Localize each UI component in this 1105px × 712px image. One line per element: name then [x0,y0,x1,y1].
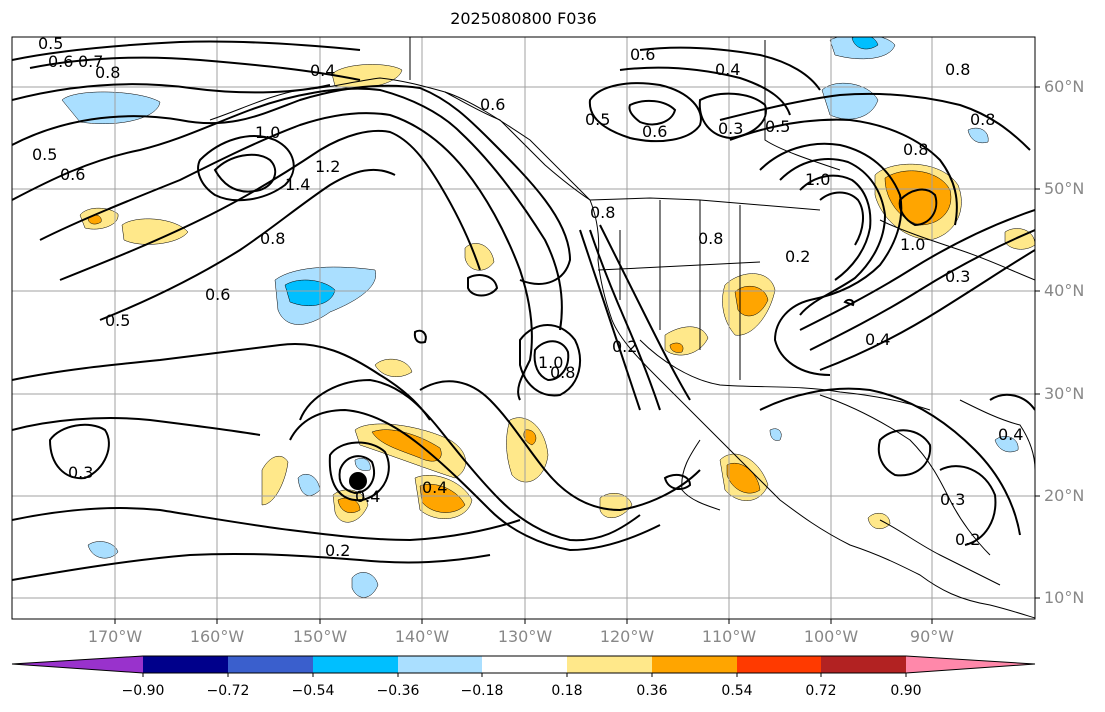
lon-label: 130°W [497,627,553,646]
colorbar-segment [821,656,906,673]
contour-label: 0.2 [785,247,810,266]
contour-label: 0.6 [205,285,230,304]
colorbar-under-arrow [12,656,143,673]
contour-label: 0.4 [422,478,447,497]
colorbar-tick-label: −0.54 [291,683,335,699]
contour-label-group: 0.5 0.6 0.7 0.8 0.4 1.0 1.2 1.4 0.8 0.6 … [32,34,1023,560]
colorbar-segment [143,656,228,673]
graticule [12,37,1035,619]
lon-ticks [114,619,933,624]
contour-label: 1.2 [315,157,340,176]
plot-background [12,37,1035,619]
lat-label: 60°N [1044,77,1085,96]
contour-label: 0.2 [612,337,637,356]
lat-label: 50°N [1044,179,1085,198]
contour-label: 0.5 [585,110,610,129]
colorbar-tick-label: −0.18 [460,683,504,699]
contour-label: 0.8 [550,363,575,382]
colorbar-tick-label: 0.36 [636,683,668,699]
lat-label: 40°N [1044,281,1085,300]
contour-label: 0.8 [970,110,995,129]
contour-label: 0.4 [355,487,380,506]
contour-label: 0.8 [590,203,615,222]
colorbar [11,655,1036,677]
contour-label: 1.0 [255,123,280,142]
contour-label: 0.8 [945,60,970,79]
contour-label: 0.3 [940,490,965,509]
contour-label: 0.8 [698,229,723,248]
contour-label: 0.6 [60,165,85,184]
contour-label: 0.6 [630,45,655,64]
colorbar-tick-label: 0.18 [551,683,583,699]
colorbar-tick-label: 0.72 [805,683,837,699]
contour-label: 0.3 [68,463,93,482]
lon-label: 170°W [87,627,143,646]
contour-label: 0.5 [38,34,63,53]
contour-label: 0.3 [945,267,970,286]
contour-label: 0.6 [642,122,667,141]
contour-label: 0.6 [480,95,505,114]
contour-label: 0.5 [765,117,790,136]
contour-label: 0.8 [903,140,928,159]
contour-label: 0.8 [260,229,285,248]
colorbar-segment [228,656,313,673]
colorbar-tick-label: 0.90 [890,683,922,699]
lat-label: 20°N [1044,486,1085,505]
colorbar-segment [398,656,482,673]
plot-frame [11,36,1036,620]
contour-label: 0.8 [95,63,120,82]
contour-label: 1.0 [805,170,830,189]
contour-label: 0.5 [32,145,57,164]
colorbar-tick-label: −0.90 [121,683,165,699]
contour-label: 0.7 [78,52,103,71]
lon-label: 120°W [599,627,655,646]
lon-label: 90°W [909,627,955,646]
contour-label: 0.2 [955,530,980,549]
lat-label: 30°N [1044,384,1085,403]
contour-label: 0.4 [998,425,1023,444]
lon-label: 110°W [701,627,757,646]
contour-label: 0.4 [310,61,335,80]
contour-label: 0.2 [325,541,350,560]
storm-center-dot [349,472,367,490]
lat-label: 10°N [1044,588,1085,607]
map-title: 2025080800 F036 [450,9,597,28]
lon-label: 150°W [292,627,348,646]
colorbar-tick-label: −0.36 [376,683,420,699]
lon-label: 140°W [394,627,450,646]
colorbar-segment [482,656,567,673]
lon-label: 160°W [189,627,245,646]
colorbar-segment [313,656,398,673]
contour-label: 0.3 [718,119,743,138]
contour-label: 0.5 [105,311,130,330]
lon-label: 100°W [803,627,859,646]
colorbar-segment [737,656,821,673]
colorbar-over-arrow [906,656,1035,673]
colorbar-segment [652,656,737,673]
contour-label: 1.0 [538,353,563,372]
contour-label: 1.0 [900,235,925,254]
lat-ticks [1035,86,1040,599]
contour-label: 0.6 [48,52,73,71]
contour-lines [12,40,1035,581]
colorbar-tick-label: −0.72 [206,683,250,699]
colorbar-tick-label: 0.54 [721,683,753,699]
contour-label: 1.4 [285,175,310,194]
colorbar-segment [567,656,652,673]
contour-label: 0.4 [715,60,740,79]
coastlines [209,37,1035,619]
contour-label: 0.4 [865,330,890,349]
